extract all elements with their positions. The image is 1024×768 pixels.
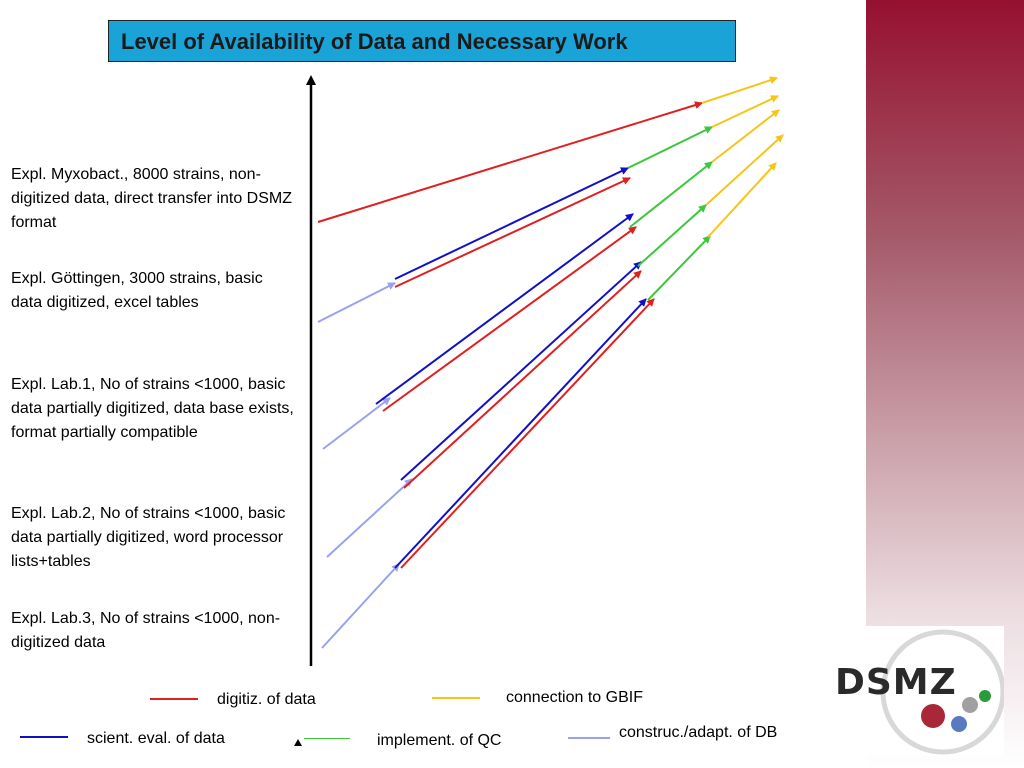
example-label-lab2: Expl. Lab.2, No of strains <1000, basic … bbox=[11, 505, 286, 570]
arrow-goettingen-implement bbox=[627, 126, 713, 169]
title-box: Level of Availability of Data and Necess… bbox=[108, 20, 736, 62]
example-label-myxobact: Expl. Myxobact., 8000 strains, non-digit… bbox=[11, 166, 293, 231]
logo-text: DSMZ bbox=[835, 662, 957, 703]
legend-label-digitize: digitiz. of data bbox=[217, 691, 316, 708]
logo-ring bbox=[880, 629, 1004, 755]
arrow-myxobact-digitize bbox=[317, 101, 703, 223]
arrow-goettingen-db bbox=[317, 282, 396, 323]
arrow-lab1-digitize bbox=[382, 226, 637, 412]
arrow-lab3-implement bbox=[647, 235, 711, 301]
legend-label-gbif: connection to GBIF bbox=[506, 689, 643, 706]
example-label-lab3: Expl. Lab.3, No of strains <1000, non-di… bbox=[11, 610, 281, 651]
example-label-lab1: Expl. Lab.1, No of strains <1000, basic … bbox=[11, 376, 294, 441]
arrow-lab3-db bbox=[321, 563, 400, 649]
arrow-goettingen-gbif bbox=[711, 95, 779, 128]
legend-swatch-db bbox=[568, 737, 610, 739]
logo-dot-blue bbox=[951, 716, 967, 732]
example-label-goettingen: Expl. Göttingen, 3000 strains, basic dat… bbox=[11, 270, 263, 311]
page-title: Level of Availability of Data and Necess… bbox=[121, 29, 628, 54]
arrow-lab2-digitize bbox=[403, 270, 642, 489]
arrow-lab1-gbif bbox=[711, 109, 780, 163]
legend-label-eval: scient. eval. of data bbox=[87, 730, 225, 747]
logo-dot-green bbox=[979, 690, 991, 702]
legend-swatch-gbif bbox=[432, 697, 480, 699]
legend-swatch-implement bbox=[304, 738, 350, 739]
arrow-lab3-eval bbox=[394, 298, 647, 569]
arrow-lab3-digitize bbox=[400, 298, 655, 569]
arrow-lab1-db bbox=[322, 397, 391, 450]
arrow-goettingen-eval bbox=[394, 167, 629, 280]
legend-swatch-eval bbox=[20, 736, 68, 738]
arrow-myxobact-gbif bbox=[701, 76, 778, 104]
legend-label-implement: implement. of QC bbox=[377, 732, 502, 749]
logo-graphic bbox=[880, 629, 1004, 755]
arrow-lab2-gbif bbox=[705, 134, 784, 206]
legend-label-db: construc./adapt. of DB bbox=[619, 724, 778, 741]
logo-dot-grey bbox=[962, 697, 978, 713]
arrow-lab1-eval bbox=[375, 213, 634, 405]
arrow-goettingen-digitize bbox=[394, 177, 631, 288]
legend-small-triangle-icon bbox=[294, 739, 302, 746]
logo-dot-red bbox=[921, 704, 945, 728]
arrow-lab2-implement bbox=[637, 204, 707, 267]
arrow-lab2-db bbox=[326, 478, 413, 558]
legend-swatch-digitize bbox=[150, 698, 198, 700]
arrow-lab3-gbif bbox=[707, 162, 777, 238]
arrow-lab2-eval bbox=[400, 261, 642, 481]
dsmz-logo: DSMZ bbox=[825, 626, 1004, 756]
arrow-lab1-implement bbox=[629, 161, 713, 228]
